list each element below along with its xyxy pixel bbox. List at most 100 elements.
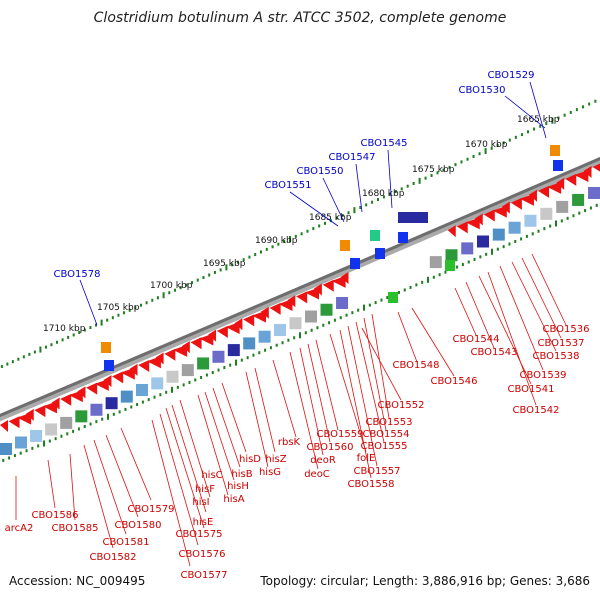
ruler-tick <box>539 124 542 128</box>
ruler-tick <box>66 432 69 436</box>
ruler-tick <box>371 200 374 204</box>
ruler-tick <box>467 260 470 264</box>
ruler-tick <box>403 288 406 292</box>
gene-label[interactable]: deoR <box>310 455 336 466</box>
gene-box <box>445 249 458 262</box>
gene-label[interactable]: CBO1538 <box>533 351 580 362</box>
gene-label[interactable]: CBO1581 <box>103 537 150 548</box>
gene-arrow <box>547 181 562 194</box>
gene-label[interactable]: CBO1576 <box>179 549 226 560</box>
gene-label[interactable]: CBO1539 <box>520 370 567 381</box>
gene-label[interactable]: CBO1579 <box>128 504 175 515</box>
gene-arrow <box>77 386 86 399</box>
gene-box <box>524 214 537 227</box>
gene-label[interactable]: hisZ <box>265 454 286 465</box>
gene-label[interactable]: CBO1544 <box>453 334 500 345</box>
gene-label[interactable]: hisG <box>259 467 281 478</box>
ruler-tick <box>525 234 528 238</box>
ruler-tick <box>248 255 251 259</box>
ruler-tick <box>242 258 245 262</box>
gene-label[interactable]: CBO1547 <box>329 152 376 163</box>
gene-label[interactable]: CBO1550 <box>297 166 344 177</box>
gene-label[interactable]: hisE <box>193 517 214 528</box>
leader-line <box>371 313 390 419</box>
gene-label[interactable]: CBO1541 <box>508 384 555 395</box>
gene-label[interactable]: CBO1558 <box>348 479 395 490</box>
gene-label[interactable]: CBO1552 <box>378 400 425 411</box>
leader-line <box>454 287 477 336</box>
gene-label[interactable]: hisD <box>239 454 261 465</box>
gene-label[interactable]: CBO1553 <box>366 417 413 428</box>
ruler-tick <box>0 364 3 368</box>
gene-label[interactable]: arcA2 <box>5 523 34 534</box>
gene-arrow <box>34 405 46 418</box>
ruler-tick <box>484 148 487 155</box>
gene-label[interactable]: hisC <box>201 470 222 481</box>
gene-label[interactable]: CBO1557 <box>354 466 401 477</box>
ruler-tick <box>502 245 505 249</box>
gene-label[interactable]: CBO1536 <box>543 324 590 335</box>
gene-label[interactable]: deoC <box>304 469 330 480</box>
gene-label[interactable]: CBO1554 <box>363 429 410 440</box>
gene-label[interactable]: CBO1575 <box>176 529 223 540</box>
ruler-tick <box>254 253 257 257</box>
gene-label[interactable]: CBO1530 <box>459 85 506 96</box>
ruler-tick <box>196 278 199 282</box>
gene-label[interactable]: hisH <box>227 481 249 492</box>
gene-label[interactable]: hisI <box>192 497 209 508</box>
gene-box <box>197 357 210 370</box>
gene-label[interactable]: CBO1551 <box>265 180 312 191</box>
leader-line <box>254 367 276 453</box>
leader-line <box>165 407 205 529</box>
gene-label[interactable]: CBO1560 <box>307 442 354 453</box>
gene-label[interactable]: hisA <box>223 494 244 505</box>
gene-label[interactable]: CBO1578 <box>54 269 101 280</box>
gene-label[interactable]: CBO1582 <box>90 552 137 563</box>
gene-label[interactable]: CBO1580 <box>115 520 162 531</box>
gene-box <box>15 436 28 449</box>
gene-arrow <box>173 344 188 357</box>
gene-label[interactable]: CBO1585 <box>52 523 99 534</box>
ruler-tick <box>551 117 554 124</box>
ruler-tick <box>409 285 412 289</box>
gene-label[interactable]: CBO1545 <box>361 138 408 149</box>
gene-label[interactable]: CBO1537 <box>538 338 585 349</box>
gene-label[interactable]: CBO1555 <box>361 441 408 452</box>
leader-line <box>487 271 537 406</box>
gene-feature <box>340 240 350 251</box>
forward-gene-labels: CBO1529 CBO1530 CBO1545 CBO1547 CBO1550 … <box>54 70 535 280</box>
gene-label[interactable]: folE <box>357 453 376 464</box>
gene-label[interactable]: CBO1546 <box>431 376 478 387</box>
gene-arrow <box>129 363 138 376</box>
ruler-tick <box>225 264 228 271</box>
gene-label[interactable]: CBO1577 <box>181 570 228 581</box>
leader-line <box>315 339 339 431</box>
gene-arrow <box>199 333 214 346</box>
gene-label[interactable]: rbsK <box>278 437 301 448</box>
ruler-label: 1675 kbp <box>412 165 455 175</box>
gene-label[interactable]: CBO1542 <box>513 405 560 416</box>
gene-arrow <box>164 348 176 361</box>
ruler-tick <box>339 316 342 320</box>
leader-line <box>212 387 241 468</box>
gene-label[interactable]: CBO1529 <box>488 70 535 81</box>
ruler-tick <box>281 341 284 345</box>
gene-label[interactable]: CBO1586 <box>32 510 79 521</box>
gene-label[interactable]: CBO1548 <box>393 360 440 371</box>
ruler-tick <box>432 275 435 279</box>
gene-arrow <box>208 329 217 342</box>
gene-label[interactable]: CBO1559 <box>317 429 364 440</box>
ruler-tick <box>472 154 475 158</box>
gene-label[interactable]: hisB <box>231 469 252 480</box>
gene-arrow <box>492 205 507 218</box>
gene-box <box>136 383 149 396</box>
ruler-tick <box>557 116 560 120</box>
ruler-tick <box>118 410 121 414</box>
ruler-tick <box>478 152 481 156</box>
ruler-label: 1710 kbp <box>43 324 86 334</box>
gene-box <box>540 207 553 220</box>
gene-label[interactable]: hisF <box>195 484 215 495</box>
leader-line <box>151 419 191 567</box>
gene-label[interactable]: CBO1543 <box>471 347 518 358</box>
ruler-tick <box>130 405 133 409</box>
